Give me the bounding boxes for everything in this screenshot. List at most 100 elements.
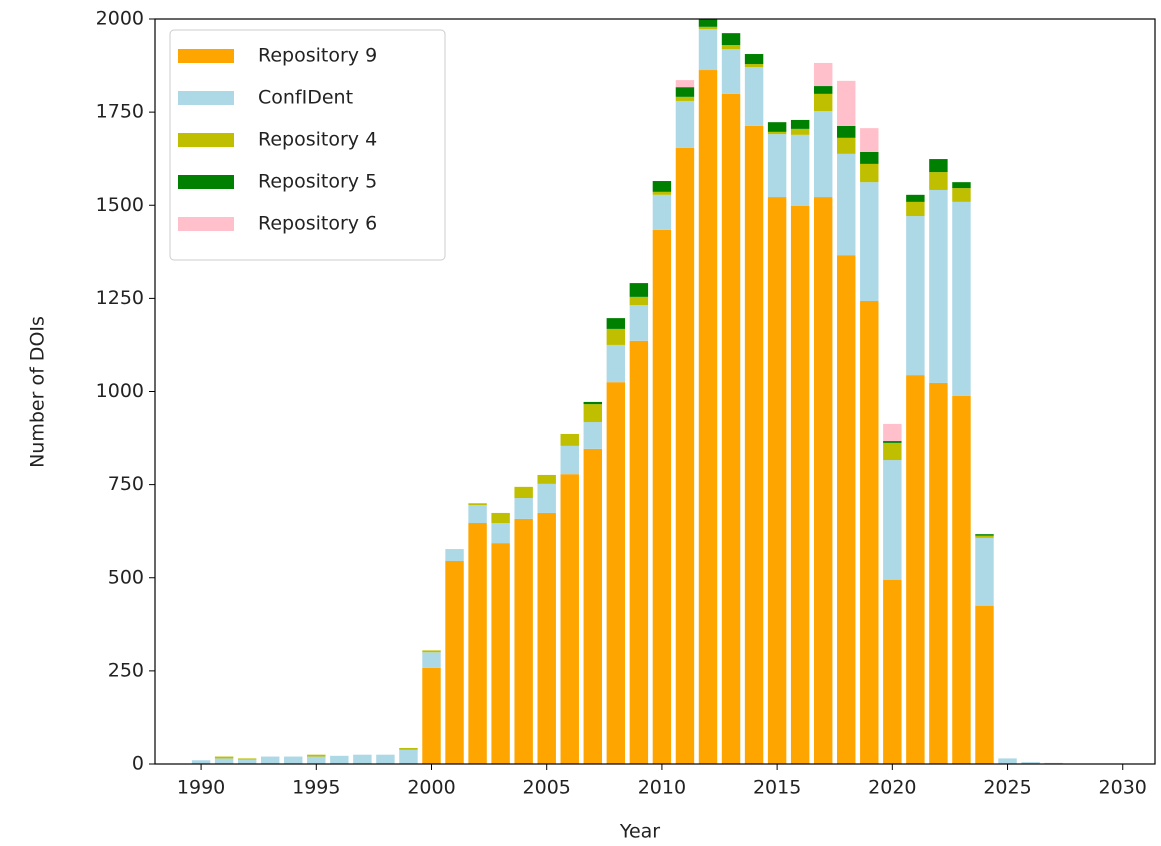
legend-swatch (178, 133, 234, 147)
bar-segment (883, 442, 902, 461)
bar-segment (537, 474, 556, 484)
bar-segment (744, 67, 764, 126)
bar-segment (422, 650, 441, 653)
bar-segment (675, 87, 695, 97)
bar-segment (721, 93, 741, 764)
bar-segment (883, 579, 902, 764)
bar-segment (952, 182, 971, 189)
legend-label: Repository 9 (258, 45, 377, 67)
bar-segment (468, 522, 487, 764)
bar-segment (468, 503, 487, 506)
legend-label: Repository 5 (258, 171, 377, 193)
y-tick-label: 1250 (96, 287, 144, 309)
bar-segment (629, 305, 649, 341)
bar-segment (330, 755, 349, 764)
x-tick-label: 2000 (407, 777, 455, 799)
bar-segment (698, 26, 718, 30)
bar-segment (767, 122, 787, 132)
bar-segment (837, 255, 856, 764)
bar-segment (813, 86, 833, 94)
y-tick-label: 500 (108, 566, 144, 588)
bar-segment (929, 159, 948, 173)
bar-segment (837, 80, 856, 126)
bar-segment (837, 137, 856, 154)
legend-swatch (178, 175, 234, 189)
x-axis-label: Year (619, 821, 660, 843)
legend-swatch (178, 217, 234, 231)
x-tick-label: 2020 (868, 777, 916, 799)
bar-segment (606, 328, 626, 345)
x-tick-label: 2025 (983, 777, 1031, 799)
bar-segment (883, 441, 902, 443)
bar-segment (883, 423, 902, 442)
bar-segment (860, 128, 879, 152)
bar-segment (952, 395, 971, 764)
bar-segment (260, 756, 280, 764)
bar-segment (813, 93, 833, 112)
bar-segment (790, 119, 810, 129)
bar-segment (837, 153, 856, 256)
bar-segment (975, 534, 994, 536)
bar-segment (583, 448, 603, 764)
legend-label: ConfIDent (258, 87, 353, 109)
bar-segment (652, 181, 672, 192)
bar-segment (583, 401, 603, 405)
y-tick-label: 250 (108, 659, 144, 681)
bar-segment (860, 163, 879, 183)
bar-segment (675, 96, 695, 101)
bar-segment (422, 652, 441, 668)
bar-segment (606, 344, 626, 383)
bar-segment (560, 445, 579, 475)
bar-segment (952, 188, 971, 202)
bar-segment (744, 54, 764, 65)
x-tick-label: 1990 (177, 777, 225, 799)
bar-segment (975, 537, 994, 606)
y-tick-label: 0 (132, 753, 144, 775)
bar-segment (675, 100, 695, 148)
y-axis-label: Number of DOIs (27, 316, 49, 468)
bar-segment (767, 197, 787, 764)
bar-segment (883, 460, 902, 580)
bar-segment (606, 382, 626, 764)
bar-segment (652, 229, 672, 764)
bar-segment (790, 134, 810, 206)
bar-segment (491, 512, 510, 523)
bar-segment (307, 756, 326, 764)
bar-segment (191, 760, 211, 764)
bar-segment (860, 151, 879, 164)
bar-segment (860, 182, 879, 301)
bar-segment (422, 667, 441, 764)
bar-segment (652, 191, 672, 195)
bar-segment (537, 512, 556, 764)
bar-segment (284, 756, 303, 764)
bar-segment (767, 134, 787, 198)
bar-segment (214, 756, 234, 759)
bar-segment (514, 518, 533, 764)
bar-segment (307, 754, 326, 757)
bars (191, 19, 1063, 764)
bar-segment (906, 201, 925, 217)
bar-segment (237, 758, 257, 760)
bar-segment (767, 131, 787, 135)
bar-segment (813, 197, 833, 764)
bar-segment (376, 754, 395, 764)
bar-segment (698, 29, 718, 71)
bar-segment (445, 549, 464, 561)
bar-segment (790, 205, 810, 764)
bar-segment (744, 64, 764, 68)
bar-segment (468, 505, 487, 523)
bar-segment (721, 49, 741, 94)
x-tick-label: 1995 (292, 777, 340, 799)
bar-segment (790, 128, 810, 135)
legend-label: Repository 6 (258, 213, 377, 235)
y-tick-label: 1000 (96, 380, 144, 402)
bar-segment (675, 80, 695, 88)
bar-segment (906, 194, 925, 202)
bar-segment (445, 560, 464, 764)
bar-segment (698, 19, 718, 27)
legend-swatch (178, 91, 234, 105)
y-tick-label: 750 (108, 473, 144, 495)
bar-segment (837, 125, 856, 138)
legend-box (169, 29, 446, 261)
